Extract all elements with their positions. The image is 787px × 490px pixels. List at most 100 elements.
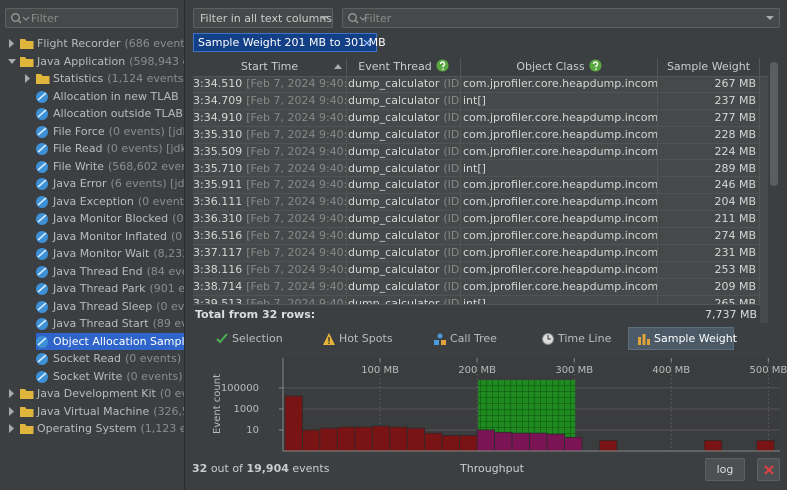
tree-label: Java Monitor Wait xyxy=(53,247,150,260)
tree-row[interactable]: Allocation in new TLAB xyxy=(0,88,184,106)
thread-id: (ID 57) xyxy=(443,161,460,175)
cell-thread: dump_calculator(ID 57) xyxy=(347,126,461,143)
log-button[interactable]: log xyxy=(705,458,745,481)
tree-row[interactable]: Statistics (1,124 events) xyxy=(0,70,184,88)
column-title: Start Time xyxy=(240,60,299,73)
tree-row[interactable]: Allocation outside TLAB(0 e xyxy=(0,105,184,123)
table-filter[interactable]: Filter xyxy=(342,8,780,28)
tab-icon xyxy=(323,333,335,345)
tree-label: Java Monitor Inflated xyxy=(53,229,167,243)
tree-count: (0 events) xyxy=(156,299,184,313)
date: [Feb 7, 2024 9:40:28 A... xyxy=(246,127,347,141)
date: [Feb 7, 2024 9:40:27 A... xyxy=(246,110,347,124)
table-row[interactable]: 3:38.116[Feb 7, 2024 9:40:31 A...dump_ca… xyxy=(193,261,760,279)
histogram-bar xyxy=(546,433,565,452)
column-header[interactable]: Event Thread xyxy=(347,58,461,76)
cell-start-time: 3:35.509[Feb 7, 2024 9:40:28 A... xyxy=(193,143,347,160)
events-table: Start Time Event Thread Object Class Sample… xyxy=(193,58,768,323)
tree-label-wrap: Object Allocation Sample(1 xyxy=(53,333,184,351)
tree-row[interactable]: File Write(568,602 events) [jdk.File xyxy=(0,158,184,176)
cell-class: com.jprofiler.core.heapdump.incoming.l..… xyxy=(463,126,658,143)
tree-row[interactable]: Java Monitor Blocked(0 even xyxy=(0,210,184,228)
tree-row[interactable]: Java Exception(0 events) [jdk xyxy=(0,193,184,211)
table-row[interactable]: 3:35.710[Feb 7, 2024 9:40:28 A...dump_ca… xyxy=(193,160,760,178)
mode-label[interactable]: Throughput xyxy=(460,462,524,475)
filter-chip[interactable]: Sample Weight 201 MB to 301 MB xyxy=(193,33,386,52)
table-row[interactable]: 3:34.510[Feb 7, 2024 9:40:27 A...dump_ca… xyxy=(193,76,760,93)
y-tick-label: 10 xyxy=(246,425,259,436)
histogram-bar xyxy=(389,426,408,452)
tree-row[interactable]: Socket Write(0 events) [jdk.S xyxy=(0,368,184,386)
tree-row[interactable]: Operating System(1,123 events) xyxy=(0,420,184,438)
thread-id: (ID 57) xyxy=(443,195,460,209)
time: 3:35.310 xyxy=(193,127,243,141)
y-axis-label: Event count xyxy=(212,374,223,434)
column-header[interactable]: Sample Weight xyxy=(658,58,760,76)
table-row[interactable]: 3:35.310[Feb 7, 2024 9:40:28 A...dump_ca… xyxy=(193,126,760,144)
tree-label: Java Exception xyxy=(53,194,134,208)
tree-row[interactable]: Java Thread End(84 events) xyxy=(0,263,184,281)
table-row[interactable]: 3:34.910[Feb 7, 2024 9:40:27 A...dump_ca… xyxy=(193,109,760,127)
tree-label: Java Application xyxy=(37,54,126,68)
tree-row[interactable]: Flight Recorder(686 events) xyxy=(0,35,184,53)
tree-row[interactable]: Java Monitor Inflated (0 even xyxy=(0,228,184,246)
table-row[interactable]: 3:35.509[Feb 7, 2024 9:40:28 A...dump_ca… xyxy=(193,143,760,161)
tree-filter[interactable]: Filter xyxy=(5,8,178,28)
table-row[interactable]: 3:35.911[Feb 7, 2024 9:40:28 A...dump_ca… xyxy=(193,177,760,195)
scrollbar-thumb[interactable] xyxy=(770,62,778,186)
tree-count: (1,124 events) xyxy=(107,72,184,85)
tree-label-wrap: Allocation outside TLAB(0 e xyxy=(53,105,184,123)
tree-count: (686 events) xyxy=(124,37,185,50)
chip-close[interactable] xyxy=(363,39,371,47)
event-icon xyxy=(36,265,48,278)
tree-label: Object Allocation Sample xyxy=(53,334,184,348)
column-header[interactable]: Object Class xyxy=(461,58,658,76)
tree-count: (326,513 e xyxy=(153,404,184,418)
tree-row[interactable]: Java Error(6 events) [jdk.Jav xyxy=(0,175,184,193)
tree-row[interactable]: Java Thread Start(89 events) xyxy=(0,315,184,333)
event-icon xyxy=(36,143,48,155)
cell-start-time: 3:36.516[Feb 7, 2024 9:40:29 A... xyxy=(193,228,347,244)
tree-row[interactable]: Socket Read(0 events) [jdk.S xyxy=(0,350,184,368)
tree-count: (89 events) xyxy=(152,317,184,330)
event-icon xyxy=(36,248,48,260)
tree-count: (0 events) [jdk.S xyxy=(126,369,184,383)
folder-icon xyxy=(9,406,34,417)
event-icon xyxy=(36,160,48,173)
table-row[interactable]: 3:36.516[Feb 7, 2024 9:40:29 A...dump_ca… xyxy=(193,228,760,245)
date: [Feb 7, 2024 9:40:29 A... xyxy=(246,212,347,226)
histogram-bar xyxy=(354,426,373,452)
column-header[interactable]: Start Time xyxy=(193,58,347,76)
table-row[interactable]: 3:34.709[Feb 7, 2024 9:40:27 A...dump_ca… xyxy=(193,92,760,110)
table-row[interactable]: 3:38.714[Feb 7, 2024 9:40:31 A...dump_ca… xyxy=(193,278,760,296)
table-row[interactable]: 3:36.111[Feb 7, 2024 9:40:29 A...dump_ca… xyxy=(193,194,760,212)
close-button[interactable] xyxy=(757,458,780,481)
tree-row[interactable]: Java Monitor Wait(8,233 ev xyxy=(0,245,184,263)
cell-start-time: 3:36.310[Feb 7, 2024 9:40:29 A... xyxy=(193,211,347,228)
thread-name: dump_calculator xyxy=(348,246,440,259)
event-icon xyxy=(36,335,48,348)
sort-icon xyxy=(334,64,342,69)
tree-row[interactable]: Object Allocation Sample(1 xyxy=(36,332,184,351)
table-row[interactable]: 3:36.310[Feb 7, 2024 9:40:29 A...dump_ca… xyxy=(193,211,760,229)
tree-row[interactable]: Java Virtual Machine(326,513 e xyxy=(0,403,184,421)
filter-mode-dropdown[interactable]: Filter in all text columns xyxy=(193,8,333,28)
tree-row[interactable]: Java Development Kit(0 events) xyxy=(0,385,184,403)
event-count: 32 out of 19,904 events xyxy=(192,462,329,475)
column-title: Sample Weight xyxy=(666,60,751,73)
tree-count: (84 events) xyxy=(146,264,184,278)
tree-row[interactable]: Java Thread Sleep(0 events) xyxy=(0,298,184,316)
event-icon xyxy=(36,195,48,208)
tree-row[interactable]: Java Thread Park(901 events) xyxy=(0,280,184,298)
thread-id: (ID 57) xyxy=(443,212,460,226)
tab-label: Sample Weight xyxy=(654,332,738,345)
tab-icon xyxy=(434,333,446,345)
table-row[interactable]: 3:37.117[Feb 7, 2024 9:40:30 A...dump_ca… xyxy=(193,245,760,262)
cell-class: com.jprofiler.core.heapdump.incoming.l..… xyxy=(463,143,658,160)
thread-name: dump_calculator xyxy=(348,279,440,293)
cell-class: com.jprofiler.core.heapdump.incoming.l..… xyxy=(463,278,658,295)
tree-label-wrap: Java Development Kit(0 events) xyxy=(37,385,184,403)
tree-row[interactable]: Java Application(598,943 events xyxy=(0,53,184,71)
